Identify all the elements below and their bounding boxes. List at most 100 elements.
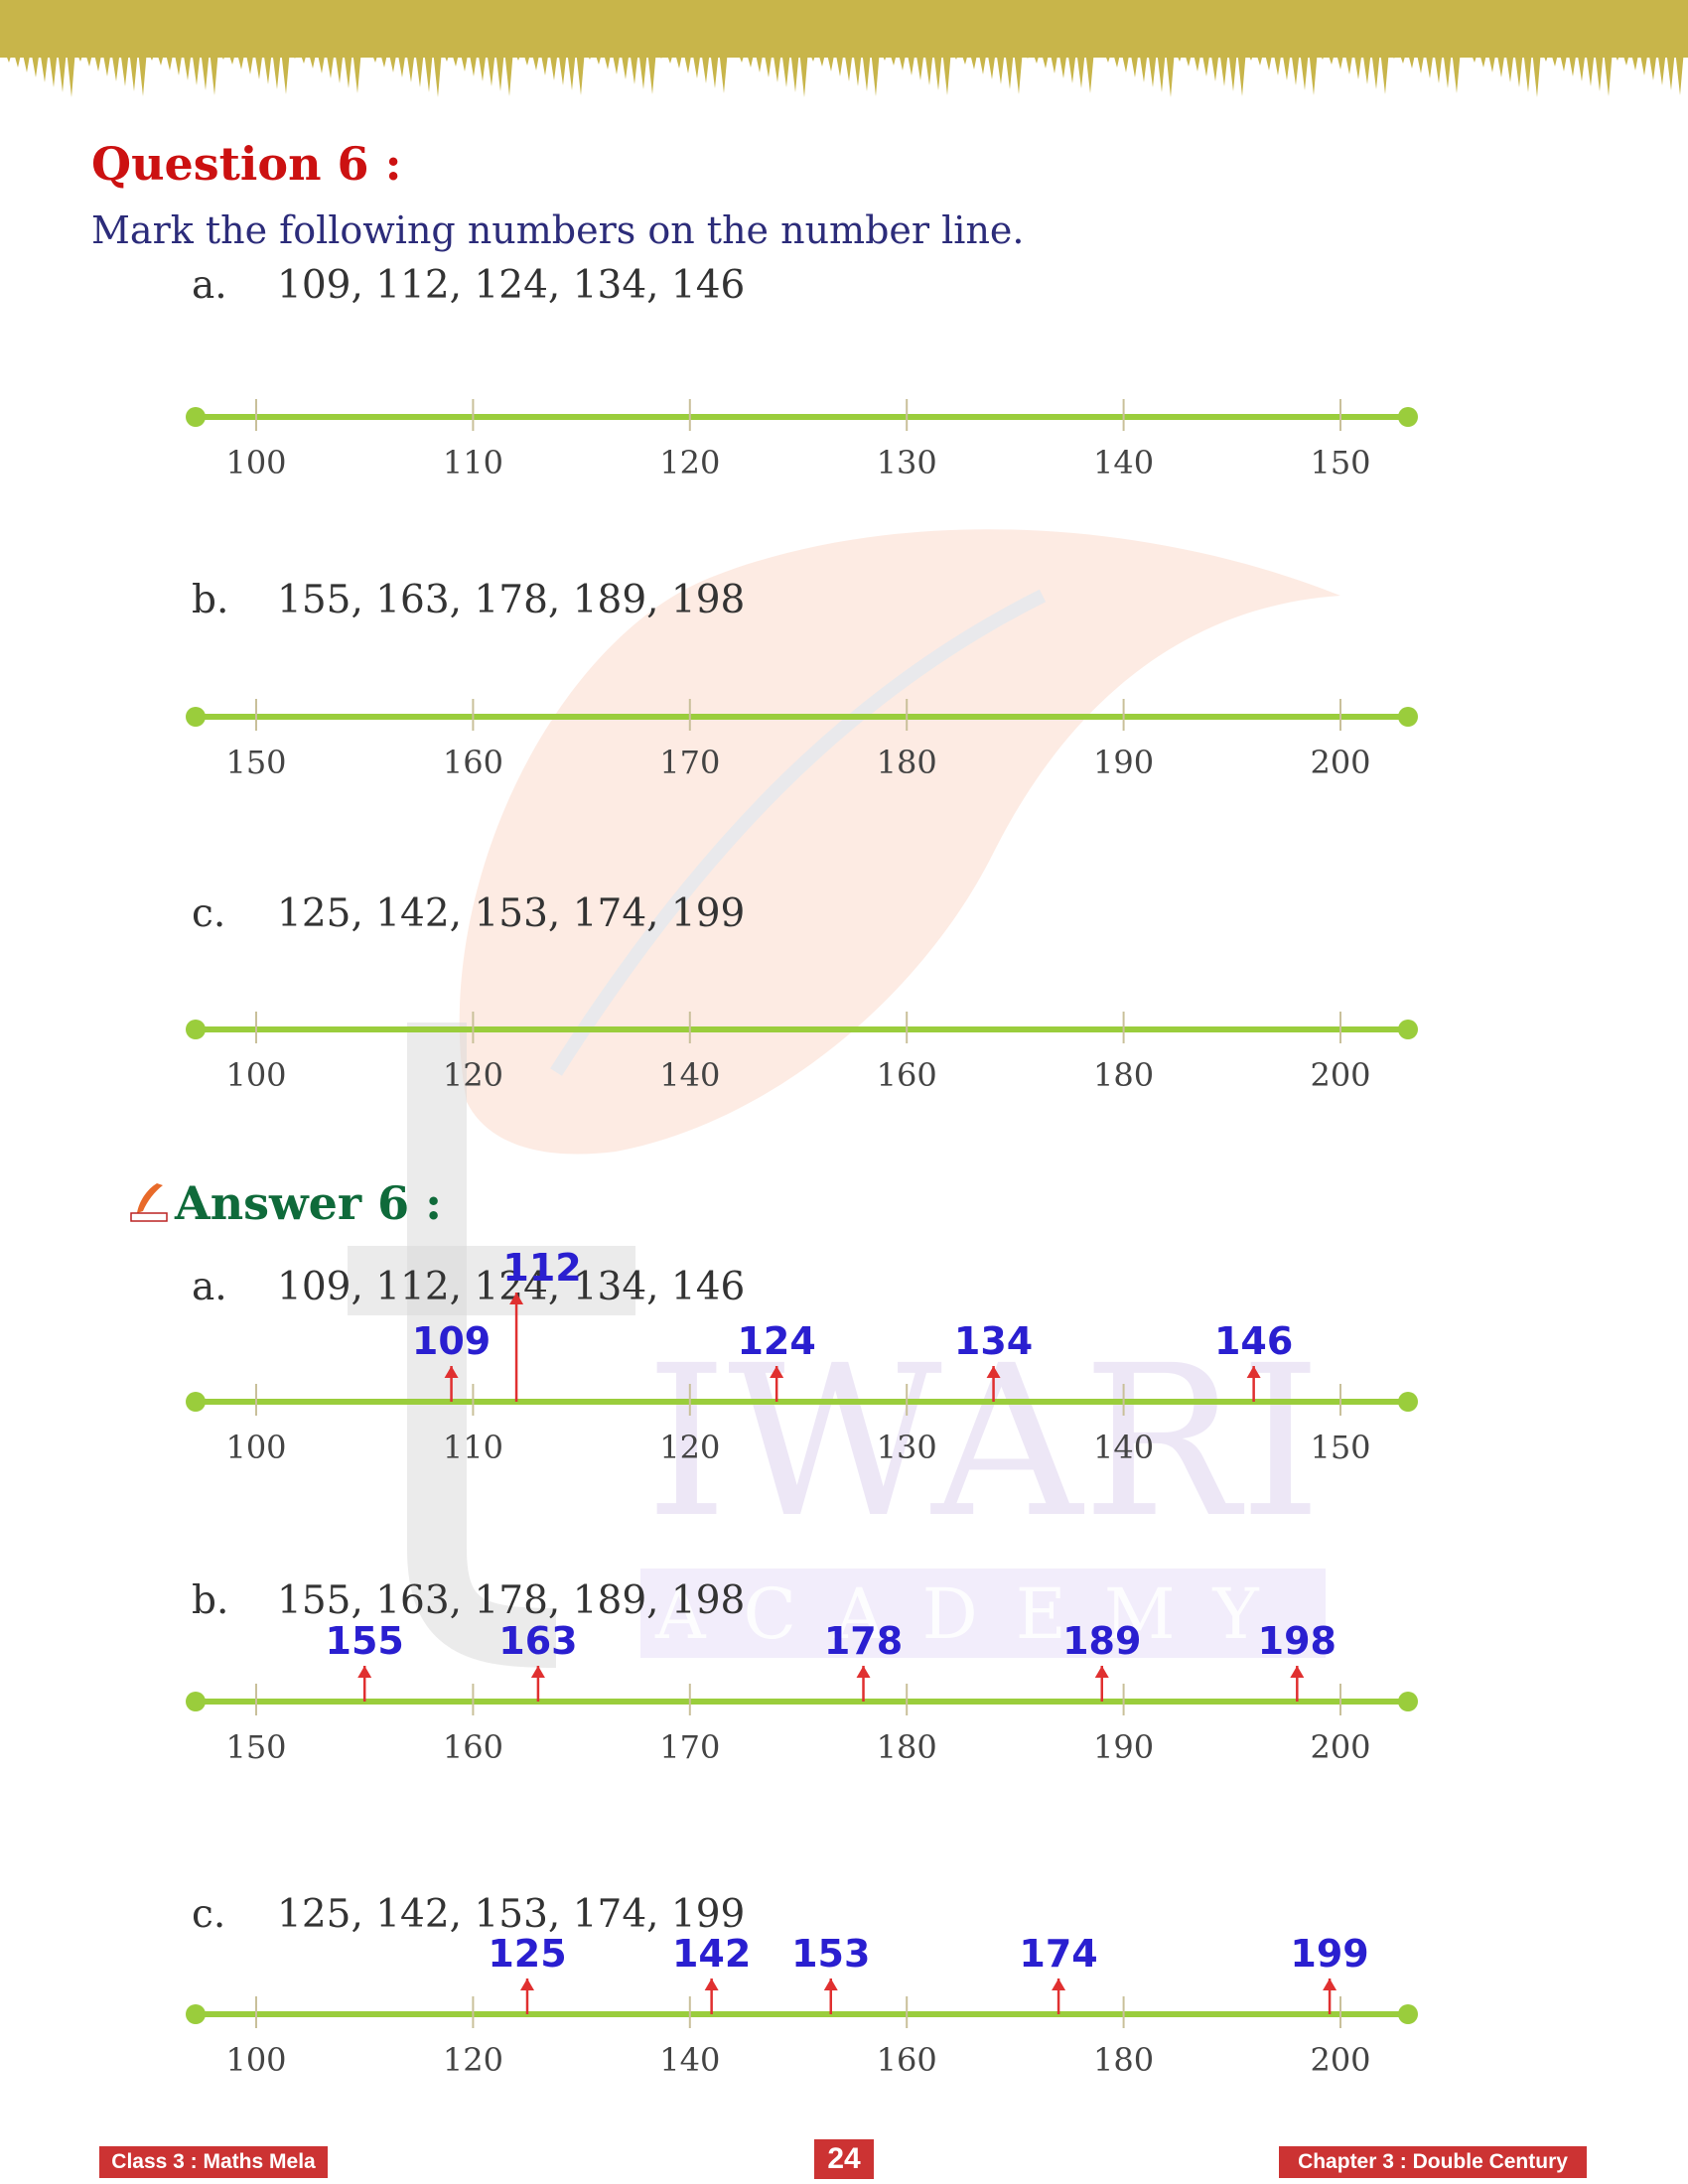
mark-arrowhead xyxy=(986,1366,1001,1378)
tick-label: 100 xyxy=(225,2041,286,2079)
question-item-a: a. 109, 112, 124, 134, 146 xyxy=(192,263,745,308)
tick-label: 130 xyxy=(877,1429,937,1466)
mark-arrowhead xyxy=(509,1293,524,1304)
tick-label: 160 xyxy=(443,1728,503,1766)
item-label: c. xyxy=(192,1892,226,1937)
tick-label: 160 xyxy=(877,2041,937,2079)
tick-label: 100 xyxy=(225,1429,286,1466)
tick-label: 190 xyxy=(1093,744,1154,781)
page-number: 24 xyxy=(814,2139,874,2179)
item-label: a. xyxy=(192,263,227,308)
tick-label: 160 xyxy=(443,744,503,781)
mark-label: 134 xyxy=(954,1319,1033,1363)
mark-arrowhead xyxy=(1323,1979,1337,1990)
tick-label: 140 xyxy=(659,2041,720,2079)
tick-label: 200 xyxy=(1310,744,1370,781)
tick-label: 180 xyxy=(1093,1056,1154,1094)
mark-label: 112 xyxy=(502,1246,581,1290)
line-endpoint-left xyxy=(186,1020,206,1039)
mark-label: 174 xyxy=(1019,1932,1097,1976)
tick-label: 160 xyxy=(877,1056,937,1094)
mark-label: 109 xyxy=(412,1319,491,1363)
line-endpoint-right xyxy=(1398,1020,1418,1039)
mark-arrowhead xyxy=(520,1979,534,1990)
question-item-c: c. 125, 142, 153, 174, 199 xyxy=(192,891,745,936)
mark-arrowhead xyxy=(704,1979,719,1990)
item-label: a. xyxy=(192,1265,227,1309)
question-title: Question 6 : xyxy=(91,137,402,191)
tick-label: 200 xyxy=(1310,2041,1370,2079)
mark-label: 178 xyxy=(824,1619,903,1663)
tick-label: 100 xyxy=(225,1056,286,1094)
number-line-q-c: 100 120 140 160 180 200 xyxy=(186,1012,1418,1094)
tick-label: 150 xyxy=(1310,1429,1370,1466)
question-instruction: Mark the following numbers on the number… xyxy=(91,208,1025,252)
tick-label: 140 xyxy=(659,1056,720,1094)
mark-arrowhead xyxy=(770,1366,784,1378)
line-endpoint-right xyxy=(1398,1692,1418,1711)
mark-arrowhead xyxy=(530,1666,545,1678)
mark-arrowhead xyxy=(1246,1366,1261,1378)
tick-label: 140 xyxy=(1093,1429,1154,1466)
item-numbers: 125, 142, 153, 174, 199 xyxy=(277,891,746,936)
tick-label: 170 xyxy=(659,1728,720,1766)
pen-icon xyxy=(130,1183,168,1222)
item-label: b. xyxy=(192,1578,229,1623)
answer-item-c: c. 125, 142, 153, 174, 199 xyxy=(192,1892,745,1937)
mark-label: 124 xyxy=(737,1319,815,1363)
mark-label: 198 xyxy=(1258,1619,1336,1663)
line-endpoint-left xyxy=(186,2004,206,2024)
mark-arrowhead xyxy=(1052,1979,1066,1990)
mark-label: 142 xyxy=(672,1932,751,1976)
item-label: b. xyxy=(192,578,229,622)
line-endpoint-right xyxy=(1398,407,1418,427)
mark-arrowhead xyxy=(444,1366,459,1378)
tick-label: 150 xyxy=(1310,444,1370,481)
tick-label: 180 xyxy=(1093,2041,1154,2079)
tick-label: 190 xyxy=(1093,1728,1154,1766)
tick-label: 180 xyxy=(877,1728,937,1766)
line-endpoint-right xyxy=(1398,707,1418,727)
number-line-q-a: 100 110 120 130 140 150 xyxy=(186,399,1418,481)
tick-label: 100 xyxy=(225,444,286,481)
tick-label: 120 xyxy=(659,444,720,481)
line-endpoint-left xyxy=(186,407,206,427)
tick-label: 120 xyxy=(443,2041,503,2079)
item-label: c. xyxy=(192,891,226,936)
mark-label: 189 xyxy=(1062,1619,1141,1663)
number-line-q-b: 150 160 170 180 190 200 xyxy=(186,699,1418,781)
item-numbers: 109, 112, 124, 134, 146 xyxy=(277,263,746,308)
item-numbers: 125, 142, 153, 174, 199 xyxy=(277,1892,746,1937)
line-endpoint-right xyxy=(1398,2004,1418,2024)
line-endpoint-right xyxy=(1398,1392,1418,1412)
mark-label: 155 xyxy=(326,1619,404,1663)
mark-arrowhead xyxy=(1094,1666,1109,1678)
line-endpoint-left xyxy=(186,1692,206,1711)
line-endpoint-left xyxy=(186,1392,206,1412)
mark-label: 153 xyxy=(791,1932,870,1976)
mark-label: 163 xyxy=(498,1619,577,1663)
tick-label: 110 xyxy=(443,1429,503,1466)
answer-item-b: b. 155, 163, 178, 189, 198 xyxy=(192,1578,745,1623)
footer-chapter-label: Chapter 3 : Double Century xyxy=(1279,2146,1587,2178)
tick-label: 170 xyxy=(659,744,720,781)
tick-label: 120 xyxy=(659,1429,720,1466)
footer-class-label: Class 3 : Maths Mela xyxy=(99,2146,328,2178)
tick-label: 120 xyxy=(443,1056,503,1094)
tick-label: 200 xyxy=(1310,1728,1370,1766)
mark-label: 125 xyxy=(488,1932,566,1976)
grass-banner xyxy=(0,0,1688,97)
mark-arrowhead xyxy=(856,1666,871,1678)
tick-label: 130 xyxy=(877,444,937,481)
answer-title: Answer 6 : xyxy=(175,1176,443,1230)
mark-arrowhead xyxy=(357,1666,372,1678)
tick-label: 200 xyxy=(1310,1056,1370,1094)
tick-label: 110 xyxy=(443,444,503,481)
mark-arrowhead xyxy=(823,1979,838,1990)
tick-label: 180 xyxy=(877,744,937,781)
tick-label: 150 xyxy=(225,744,286,781)
question-item-b: b. 155, 163, 178, 189, 198 xyxy=(192,578,745,622)
number-line-ans-c: 100 120 140 160 180 200 125 142 153 174 199 xyxy=(186,1932,1418,2079)
line-endpoint-left xyxy=(186,707,206,727)
